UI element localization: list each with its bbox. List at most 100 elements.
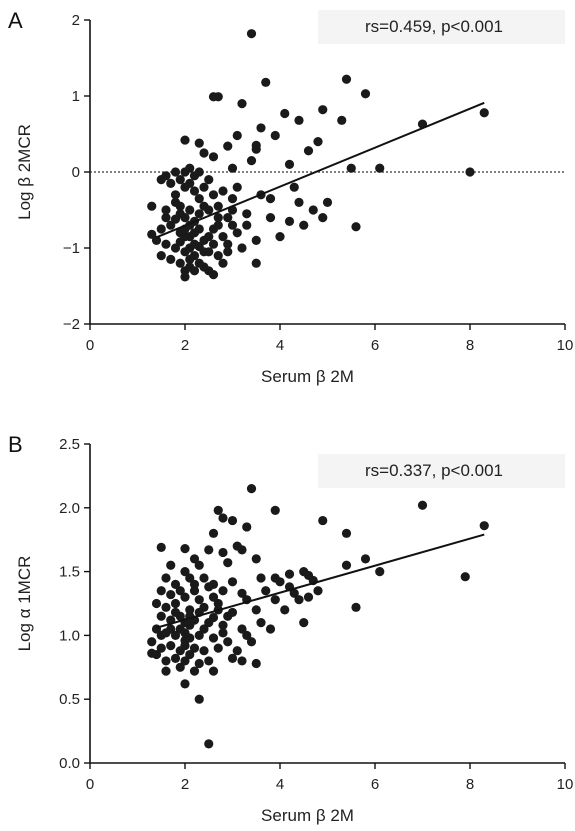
- data-point: [242, 522, 252, 532]
- data-point: [341, 560, 352, 570]
- data-point: [204, 175, 214, 185]
- data-point: [208, 666, 219, 676]
- x-tick-label: 10: [557, 337, 574, 354]
- data-point: [185, 205, 195, 215]
- data-point: [185, 178, 195, 188]
- data-point: [223, 558, 233, 568]
- data-point: [189, 266, 200, 276]
- data-point: [151, 235, 162, 245]
- data-point: [156, 630, 166, 641]
- data-point: [232, 228, 242, 238]
- data-point: [156, 586, 166, 596]
- data-point: [180, 135, 190, 145]
- data-point: [208, 612, 219, 623]
- data-point: [208, 239, 219, 249]
- data-point: [175, 586, 185, 596]
- data-point: [161, 656, 171, 666]
- data-point: [194, 694, 204, 704]
- data-point: [313, 586, 323, 596]
- data-point: [199, 262, 209, 272]
- data-point: [208, 528, 219, 538]
- data-point: [227, 220, 238, 230]
- data-point: [417, 500, 428, 510]
- data-point: [147, 201, 157, 211]
- data-point: [156, 175, 166, 185]
- data-point: [147, 637, 157, 647]
- data-point: [256, 123, 266, 133]
- data-point: [161, 573, 171, 583]
- data-point: [189, 586, 200, 596]
- data-point: [180, 213, 190, 223]
- data-point: [175, 175, 185, 185]
- data-point: [166, 641, 176, 651]
- data-point: [194, 630, 204, 641]
- regression-line: [156, 101, 485, 239]
- data-point: [175, 624, 185, 634]
- data-point: [166, 254, 176, 264]
- data-point: [185, 649, 195, 660]
- data-point: [223, 247, 233, 257]
- data-point: [185, 163, 195, 173]
- data-point: [213, 201, 223, 211]
- data-point: [180, 232, 190, 242]
- annotation-background: [318, 10, 565, 44]
- data-point: [156, 251, 166, 261]
- data-point: [280, 605, 290, 615]
- x-tick-label: 4: [276, 776, 284, 793]
- data-point: [199, 573, 209, 583]
- data-point: [351, 222, 361, 232]
- data-point: [208, 633, 219, 643]
- data-point: [270, 505, 280, 515]
- data-point: [227, 194, 238, 204]
- data-point: [261, 77, 271, 87]
- data-point: [479, 521, 489, 531]
- data-point: [223, 611, 233, 621]
- data-point: [151, 598, 162, 609]
- data-point: [313, 137, 323, 147]
- data-point: [185, 605, 195, 615]
- data-point: [246, 484, 257, 494]
- data-point: [213, 220, 223, 230]
- data-point: [223, 141, 233, 151]
- data-point: [341, 528, 352, 538]
- data-point: [166, 560, 176, 570]
- data-point: [199, 624, 209, 634]
- data-point: [175, 662, 185, 672]
- data-point: [189, 643, 200, 653]
- regression-line: [156, 533, 485, 629]
- data-point: [180, 656, 190, 666]
- data-point: [280, 108, 290, 119]
- data-point: [246, 637, 257, 647]
- y-tick-label: −2: [63, 316, 80, 333]
- data-point: [223, 213, 233, 223]
- data-point: [237, 545, 247, 555]
- data-point: [246, 29, 257, 39]
- data-point: [375, 567, 385, 577]
- y-tick-label: 1.0: [59, 627, 80, 644]
- panel-letter: A: [8, 8, 23, 33]
- data-point: [237, 243, 247, 253]
- data-point: [180, 679, 190, 689]
- data-point: [251, 658, 261, 669]
- data-point: [237, 656, 247, 666]
- y-tick-label: 2.5: [59, 436, 80, 453]
- data-point: [199, 247, 209, 257]
- data-point: [294, 595, 304, 605]
- data-point: [479, 108, 489, 118]
- data-point: [270, 130, 280, 141]
- data-point: [199, 148, 209, 158]
- data-point: [218, 513, 228, 523]
- data-point: [180, 544, 190, 554]
- data-point: [242, 630, 252, 641]
- data-point: [265, 213, 276, 223]
- data-point: [170, 630, 181, 641]
- data-point: [208, 592, 219, 602]
- annotation-background: [318, 454, 565, 488]
- data-point: [170, 190, 181, 200]
- data-point: [265, 194, 276, 204]
- data-point: [194, 209, 204, 219]
- data-point: [289, 182, 299, 192]
- data-point: [294, 115, 304, 125]
- data-point: [256, 618, 266, 628]
